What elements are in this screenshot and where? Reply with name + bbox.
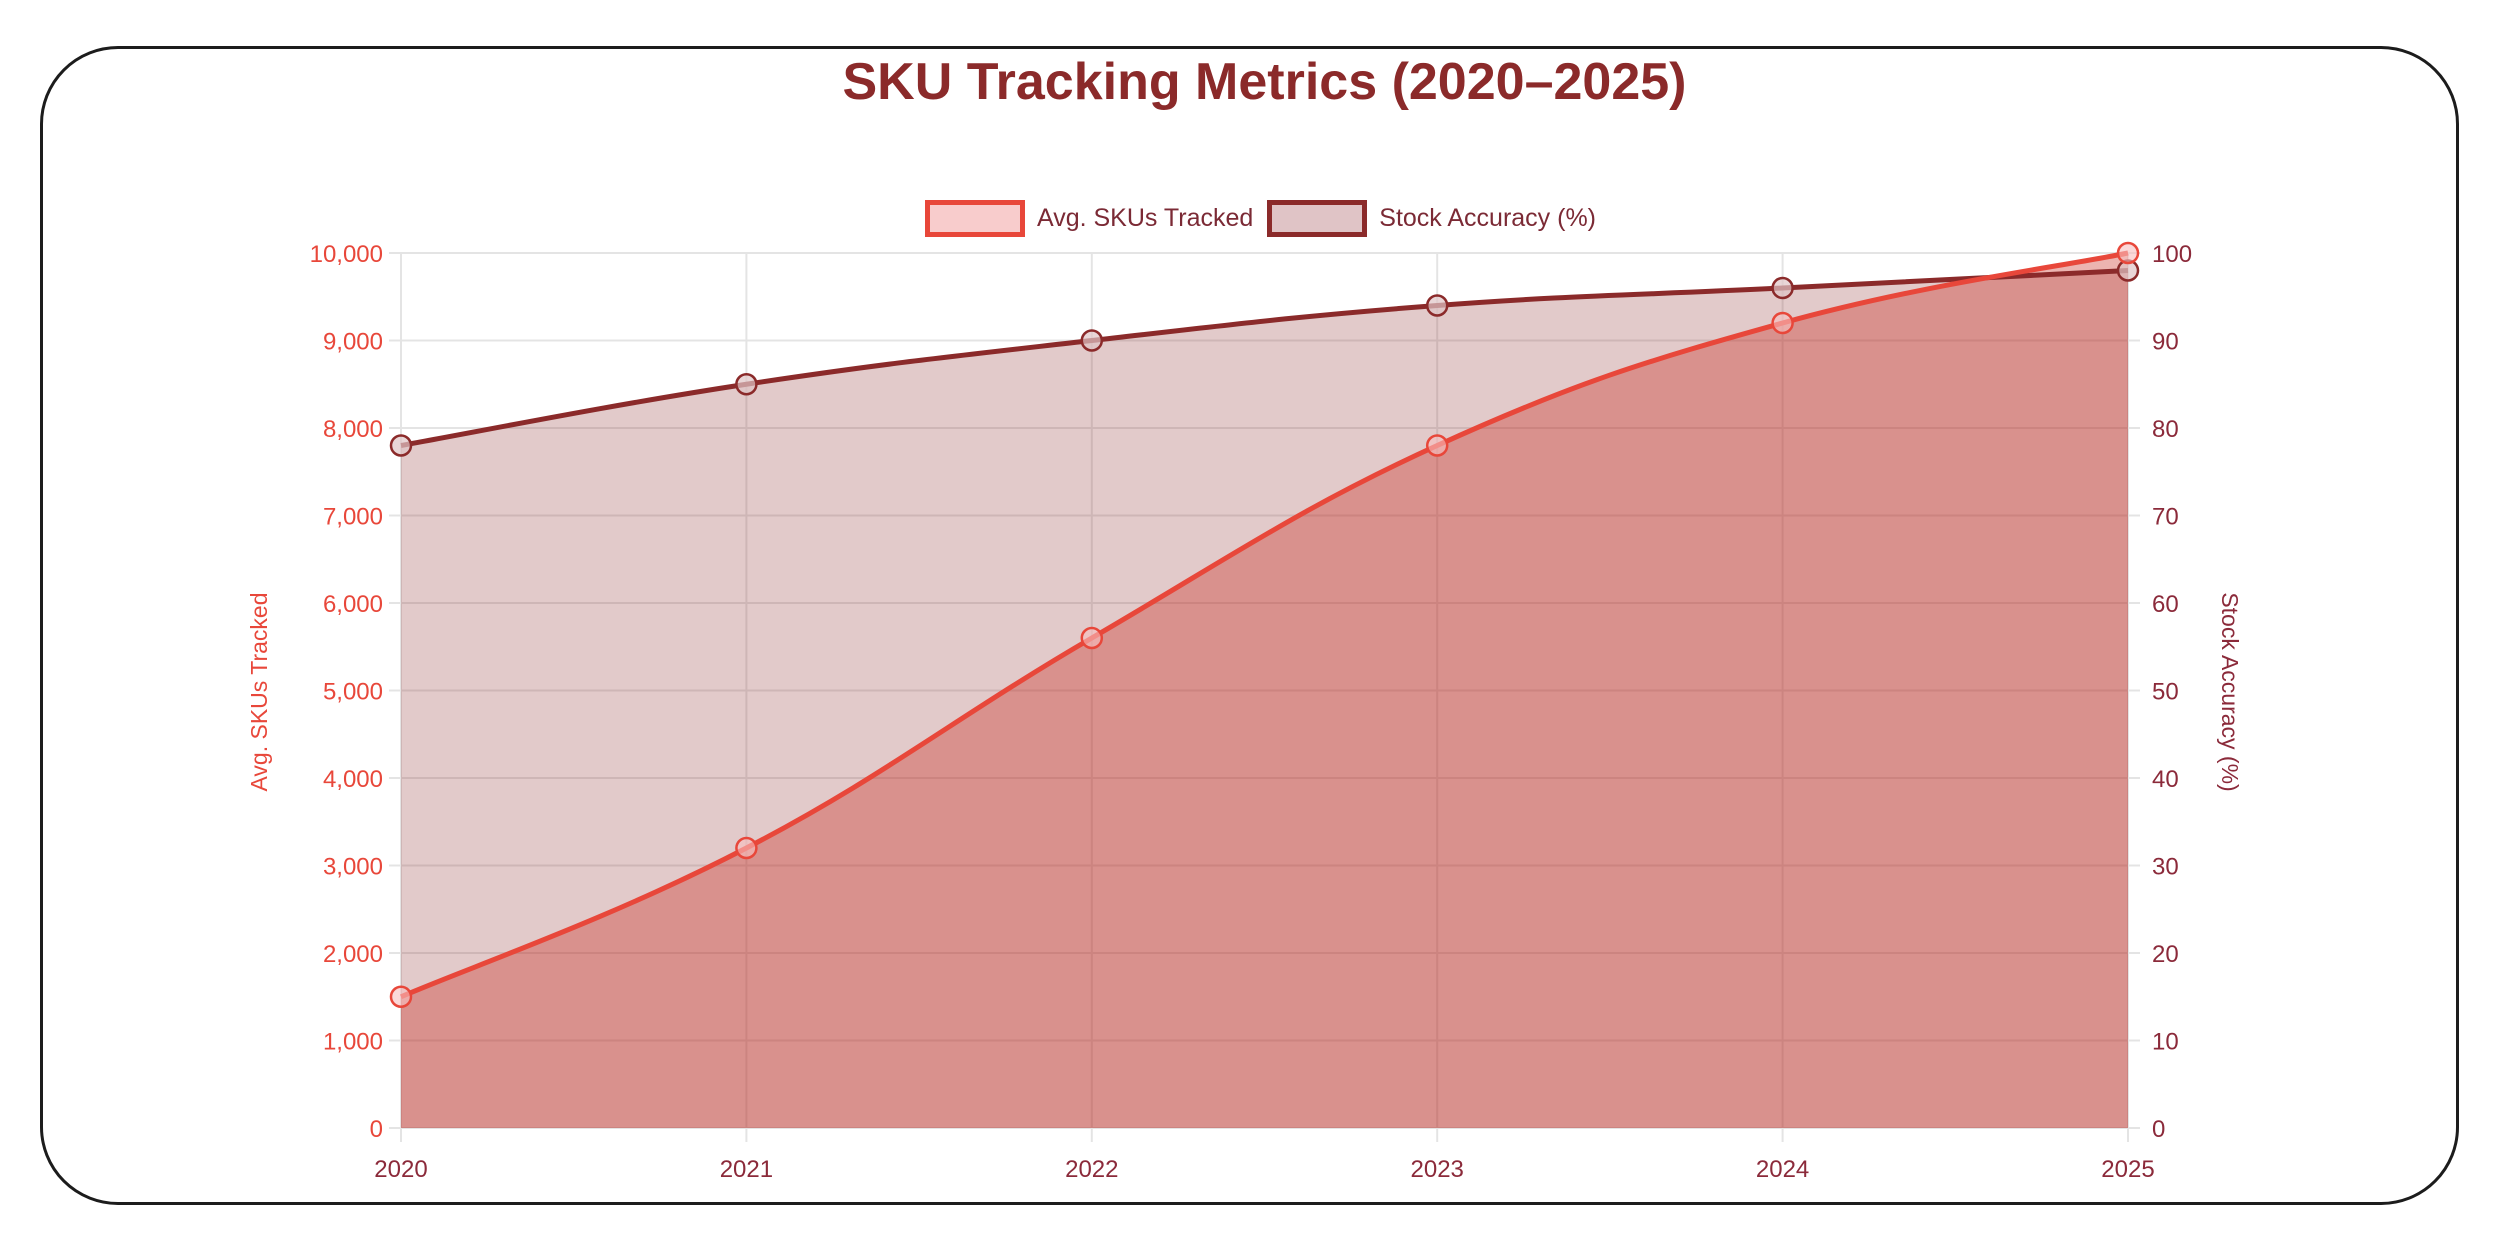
x-tick-label: 2023: [1411, 1156, 1464, 1183]
data-point[interactable]: [2116, 241, 2140, 265]
left-tick-label: 3,000: [323, 854, 383, 881]
x-tick-label: 2024: [1756, 1156, 1809, 1183]
left-tick-label: 4,000: [323, 766, 383, 793]
series-line-0: [400, 250, 2129, 1000]
data-point[interactable]: [1080, 626, 1104, 650]
x-tick-label: 2020: [374, 1156, 427, 1183]
left-tick-label: 0: [370, 1116, 383, 1143]
data-point[interactable]: [735, 373, 758, 396]
legend-item-stock-accuracy[interactable]: Stock Accuracy (%): [1267, 200, 1596, 237]
series-line-1: [400, 268, 2129, 448]
legend-item-avg-skus[interactable]: Avg. SKUs Tracked: [924, 200, 1254, 237]
right-tick-label: 30: [2152, 854, 2179, 881]
right-tick-label: 50: [2152, 679, 2179, 706]
right-tick-label: 90: [2152, 329, 2179, 356]
legend-label-stock-accuracy: Stock Accuracy (%): [1379, 204, 1597, 232]
x-tick-label: 2025: [2101, 1156, 2154, 1183]
left-tick-label: 9,000: [323, 329, 383, 356]
legend-swatch-avg-skus-icon: [924, 200, 1025, 237]
legend-swatch-stock-accuracy-icon: [1267, 200, 1368, 237]
data-points: [389, 241, 2140, 1008]
data-point[interactable]: [389, 434, 413, 457]
area-1: [401, 270, 2128, 1128]
data-point[interactable]: [389, 985, 413, 1008]
series-areas: [401, 253, 2128, 1128]
grid-lines: [389, 252, 2140, 1142]
left-tick-label: 8,000: [323, 416, 383, 443]
chart-card: [40, 46, 2459, 1205]
right-axis-title: Stock Accuracy (%): [2217, 592, 2243, 791]
x-tick-label: 2022: [1065, 1156, 1118, 1183]
data-point[interactable]: [1771, 311, 1794, 335]
left-y-axis-ticks: 0 1,000 2,000 3,000 4,000 5,000 6,000 7,000 8,00…: [310, 241, 383, 1143]
right-tick-label: 80: [2152, 416, 2179, 443]
left-tick-label: 7,000: [323, 504, 383, 531]
chart-title: SKU Tracking Metrics (2020–2025): [842, 53, 1687, 111]
chart-legend: Avg. SKUs Tracked Stock Accuracy (%): [0, 200, 2497, 237]
series-lines: [400, 250, 2129, 1000]
left-axis-title: Avg. SKUs Tracked: [246, 593, 272, 792]
right-tick-label: 10: [2152, 1029, 2179, 1056]
data-point[interactable]: [1425, 434, 1449, 457]
right-tick-label: 0: [2152, 1116, 2165, 1143]
right-tick-label: 100: [2152, 241, 2192, 268]
data-point[interactable]: [1080, 329, 1104, 352]
area-0: [401, 253, 2128, 1128]
left-tick-label: 1,000: [323, 1029, 383, 1056]
left-tick-label: 6,000: [323, 591, 383, 618]
right-tick-label: 60: [2152, 591, 2179, 618]
data-point[interactable]: [735, 836, 758, 860]
right-tick-label: 70: [2152, 504, 2179, 531]
right-y-axis-ticks: 0 10 20 30 40 50 60 70 80 90 100: [2152, 241, 2192, 1143]
data-point[interactable]: [1771, 276, 1794, 300]
left-tick-label: 10,000: [310, 241, 383, 268]
left-tick-label: 2,000: [323, 941, 383, 968]
left-tick-label: 5,000: [323, 679, 383, 706]
right-tick-label: 20: [2152, 941, 2179, 968]
x-axis-ticks: 2020 2021 2022 2023 2024 2025: [374, 1156, 2154, 1183]
data-point[interactable]: [1425, 294, 1449, 317]
x-tick-label: 2021: [720, 1156, 773, 1183]
right-tick-label: 40: [2152, 766, 2179, 793]
legend-label-avg-skus: Avg. SKUs Tracked: [1036, 204, 1254, 232]
